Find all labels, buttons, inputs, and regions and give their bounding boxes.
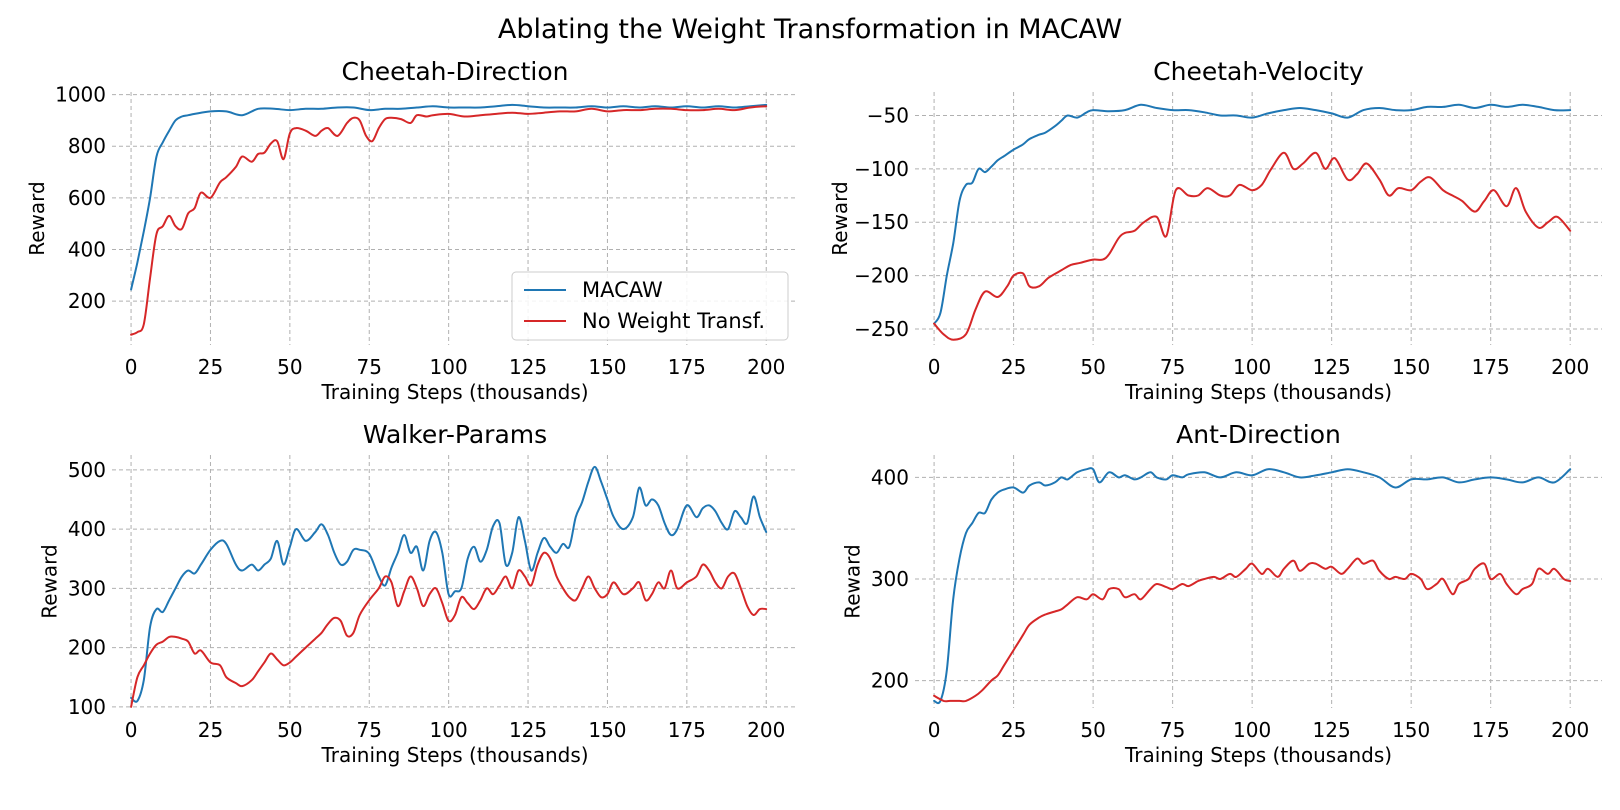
x-tick-label: 25 <box>1001 718 1026 742</box>
y-tick-label: 100 <box>68 695 106 719</box>
panel-title: Ant-Direction <box>1176 420 1341 449</box>
x-tick-label: 125 <box>1313 355 1351 379</box>
x-tick-label: 200 <box>1551 355 1589 379</box>
x-tick-label: 125 <box>509 718 547 742</box>
y-tick-label: 300 <box>68 576 106 600</box>
series-line-no-weight-transf <box>130 105 768 336</box>
legend-box <box>511 271 789 341</box>
x-tick-label: 75 <box>357 718 382 742</box>
x-tick-label: 150 <box>1392 355 1430 379</box>
x-tick-label: 200 <box>1551 718 1589 742</box>
y-tick-label: 1000 <box>55 83 106 107</box>
x-tick-label: 150 <box>1392 718 1430 742</box>
x-tick-label: 50 <box>277 718 302 742</box>
panel-title: Cheetah-Velocity <box>1153 57 1364 86</box>
x-tick-label: 0 <box>928 718 941 742</box>
panel-cheetah-velocity: 0 25 50 75 100 125 150 175 200 −250 −200 −150 −100 −5… <box>828 57 1602 404</box>
x-tick-label: 75 <box>357 355 382 379</box>
panel-walker-params: 0 25 50 75 100 125 150 175 200 100 200 300 400 500 Wal… <box>38 420 798 767</box>
x-tick-label: 150 <box>588 718 626 742</box>
y-tick-label: 800 <box>68 134 106 158</box>
x-tick-label: 50 <box>1080 355 1105 379</box>
x-tick-label: 25 <box>198 355 223 379</box>
x-tick-label: 100 <box>430 718 468 742</box>
x-tick-label: 0 <box>125 355 138 379</box>
y-tick-label: 600 <box>68 186 106 210</box>
x-tick-label: 175 <box>1472 718 1510 742</box>
y-tick-label: 200 <box>68 289 106 313</box>
x-tick-label: 200 <box>747 355 785 379</box>
y-tick-label: 300 <box>871 567 909 591</box>
legend: MACAW No Weight Transf. <box>511 271 789 341</box>
x-tick-label: 50 <box>277 355 302 379</box>
x-tick-label: 150 <box>588 355 626 379</box>
series-line-macaw <box>130 465 768 703</box>
panels: 0 25 50 75 100 125 150 175 2002004006008001000Ch… <box>25 57 1602 767</box>
y-tick-label: 200 <box>68 636 106 660</box>
x-axis-label: Training Steps (thousands) <box>320 743 588 767</box>
y-tick-label: −200 <box>854 264 909 288</box>
series-line-macaw <box>933 467 1572 705</box>
legend-label: No Weight Transf. <box>582 309 765 333</box>
x-tick-label: 100 <box>430 355 468 379</box>
y-tick-label: 400 <box>68 237 106 261</box>
x-tick-label: 175 <box>668 718 706 742</box>
y-axis-label: Reward <box>841 544 865 618</box>
x-tick-label: 125 <box>509 355 547 379</box>
y-tick-label: 400 <box>871 465 909 489</box>
x-tick-label: 75 <box>1160 718 1185 742</box>
series-line-no-weight-transf <box>933 151 1572 341</box>
x-axis-label: Training Steps (thousands) <box>1124 743 1392 767</box>
panel-title: Walker-Params <box>363 420 547 449</box>
y-tick-label: −50 <box>867 103 909 127</box>
y-tick-label: −100 <box>854 157 909 181</box>
y-axis-label: Reward <box>38 544 62 618</box>
panel-title: Cheetah-Direction <box>342 57 569 86</box>
x-tick-label: 50 <box>1080 718 1105 742</box>
x-tick-label: 175 <box>1472 355 1510 379</box>
legend-label: MACAW <box>582 278 663 302</box>
series-line-macaw <box>933 103 1572 325</box>
x-axis-label: Training Steps (thousands) <box>320 380 588 404</box>
y-tick-label: 400 <box>68 517 106 541</box>
x-tick-label: 0 <box>125 718 138 742</box>
series-line-no-weight-transf <box>933 557 1572 703</box>
x-tick-label: 100 <box>1233 355 1271 379</box>
panel-cheetah-direction: 0 25 50 75 100 125 150 175 200 200 400 600 800 1000 Ch… <box>25 57 798 404</box>
y-tick-label: −250 <box>854 317 909 341</box>
x-axis-label: Training Steps (thousands) <box>1124 380 1392 404</box>
y-axis-label: Reward <box>25 181 49 255</box>
x-tick-label: 175 <box>668 355 706 379</box>
y-tick-label: −150 <box>854 210 909 234</box>
x-tick-label: 25 <box>1001 355 1026 379</box>
x-tick-label: 200 <box>747 718 785 742</box>
figure-title: Ablating the Weight Transformation in MA… <box>498 14 1122 45</box>
y-tick-label: 500 <box>68 458 106 482</box>
y-tick-label: 200 <box>871 669 909 693</box>
panel-ant-direction: 0 25 50 75 100 125 150 175 200 200 300 400 Ant-Direc… <box>841 420 1602 767</box>
x-tick-label: 75 <box>1160 355 1185 379</box>
x-tick-label: 25 <box>198 718 223 742</box>
x-tick-label: 100 <box>1233 718 1271 742</box>
x-tick-label: 125 <box>1313 718 1351 742</box>
x-tick-label: 0 <box>928 355 941 379</box>
series-line-macaw <box>130 103 768 291</box>
series-line-no-weight-transf <box>130 551 768 708</box>
y-axis-label: Reward <box>828 181 852 255</box>
